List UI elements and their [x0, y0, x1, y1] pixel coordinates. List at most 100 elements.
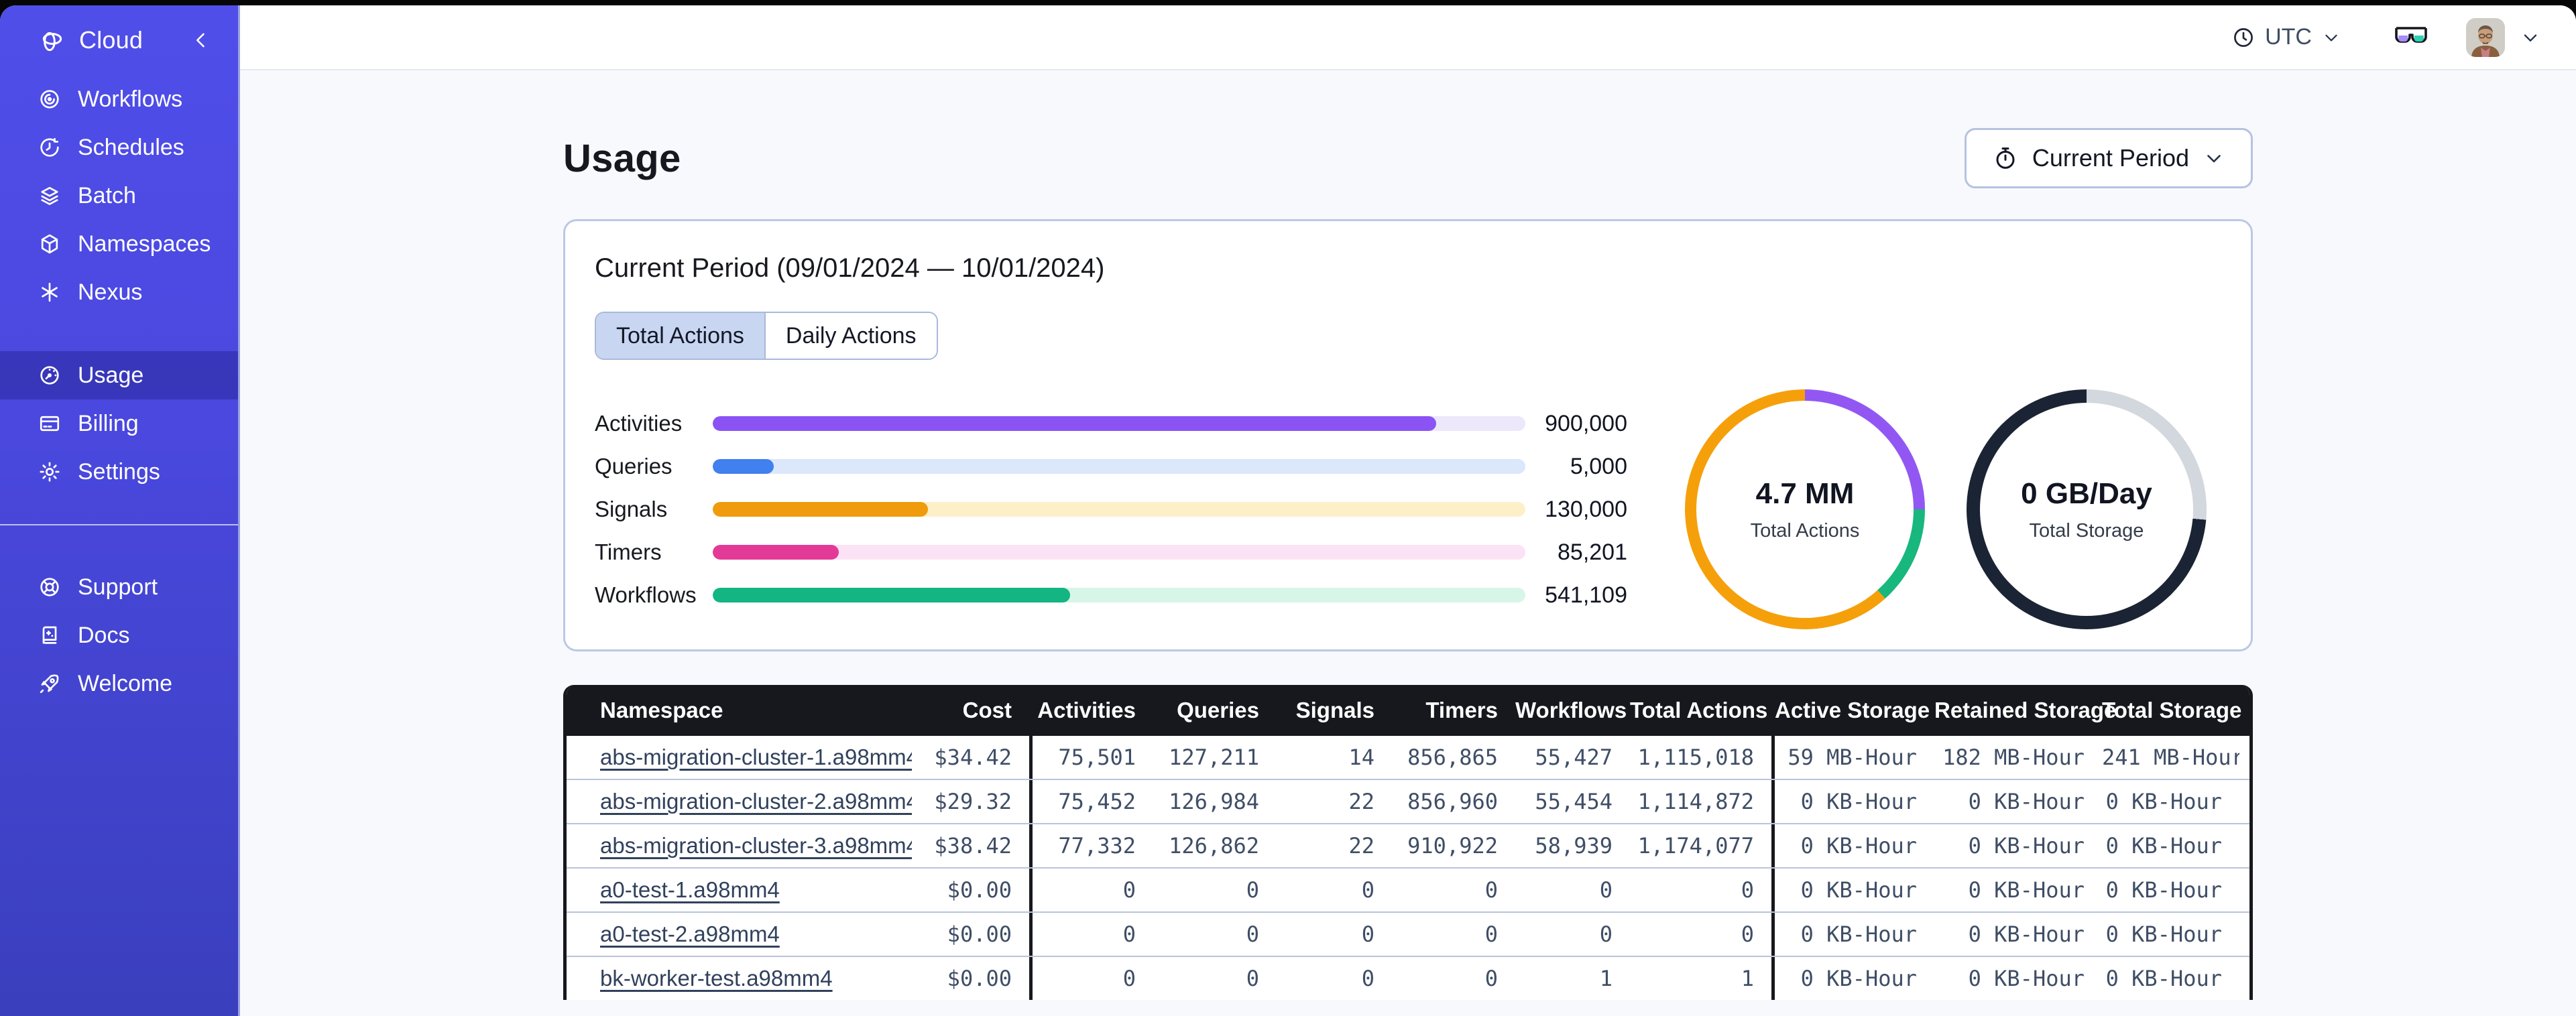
reader-glasses-icon[interactable] — [2394, 24, 2428, 51]
value-cell: 0 KB-Hour — [1968, 966, 2085, 991]
value-cell: 0 — [1484, 966, 1498, 991]
table-row: a0-test-1.a98mm4 $0.00 0 0 0 0 0 0 0 KB-Hour 0 KB… — [567, 867, 2249, 911]
bar-row: Activities 900,000 — [595, 411, 1627, 436]
sidebar-item-welcome[interactable]: Welcome — [0, 659, 238, 708]
value-cell: 0 — [1630, 869, 1775, 911]
namespace-usage-table: Namespace Cost Activities Queries Signals Tim… — [563, 685, 2253, 1000]
column-header: Namespace — [600, 698, 723, 722]
value-cell: $38.42 — [912, 824, 1033, 867]
value-cell: 856,960 — [1407, 789, 1498, 814]
namespace-link[interactable]: abs-migration-cluster-2.a98mm4 — [600, 789, 912, 814]
welcome-rocket-icon — [38, 672, 62, 696]
bar-value-label: 85,201 — [1558, 539, 1627, 565]
value-cell: 0 — [1484, 877, 1498, 903]
sidebar-item-label: Billing — [78, 410, 139, 436]
sidebar-divider — [0, 524, 238, 525]
value-cell: 0 KB-Hour — [2105, 833, 2222, 859]
sidebar-item-support[interactable]: Support — [0, 563, 238, 611]
donut-center-caption: Total Storage — [2029, 519, 2144, 542]
bar-row: Signals 130,000 — [595, 497, 1627, 522]
sidebar-item-docs[interactable]: Docs — [0, 611, 238, 659]
value-cell: 0 — [1361, 966, 1374, 991]
value-cell: 0 KB-Hour — [1968, 922, 2085, 947]
avatar[interactable] — [2466, 17, 2505, 57]
nexus-icon — [38, 280, 62, 304]
namespace-cell: a0-test-2.a98mm4 — [567, 913, 912, 956]
namespace-link[interactable]: bk-worker-test.a98mm4 — [600, 966, 833, 991]
value-cell: 182 MB-Hour — [1942, 745, 2085, 770]
sidebar-item-label: Welcome — [78, 670, 173, 696]
sidebar-item-namespaces[interactable]: Namespaces — [0, 220, 238, 268]
tab-daily-actions[interactable]: Daily Actions — [764, 313, 937, 359]
timezone-selector[interactable]: UTC — [2231, 24, 2341, 50]
value-cell: 0 — [1122, 922, 1136, 947]
sidebar-item-workflows[interactable]: Workflows — [0, 75, 238, 123]
batch-icon — [38, 184, 62, 208]
table-row: bk-worker-test.a98mm4 $0.00 0 0 0 0 1 1 0 KB-Hou… — [567, 956, 2249, 1000]
chevron-down-icon — [2321, 27, 2341, 48]
billing-card-icon — [38, 411, 62, 436]
namespace-link[interactable]: a0-test-1.a98mm4 — [600, 877, 780, 902]
column-header: Queries — [1177, 698, 1259, 722]
bar-track — [713, 545, 1525, 560]
value-cell: 126,984 — [1169, 789, 1259, 814]
period-selector-label: Current Period — [2032, 144, 2189, 172]
value-cell: 0 — [1122, 877, 1136, 903]
docs-book-icon — [38, 623, 62, 647]
table-header-row: Namespace Cost Activities Queries Signals Tim… — [567, 685, 2249, 736]
bar-row: Workflows 541,109 — [595, 582, 1627, 608]
column-header: Workflows — [1515, 698, 1627, 722]
brand-row: Cloud — [0, 5, 238, 75]
value-cell: 0 KB-Hour — [1968, 789, 2085, 814]
value-cell: 77,332 — [1058, 833, 1136, 859]
brand-label: Cloud — [79, 26, 143, 54]
namespaces-icon — [38, 232, 62, 256]
value-cell: 0 KB-Hour — [1968, 877, 2085, 903]
table-row: abs-migration-cluster-2.a98mm4 $29.32 75,4… — [567, 779, 2249, 823]
column-header: Active Storage — [1775, 698, 1930, 722]
bar-track — [713, 502, 1525, 517]
bar-fill — [713, 416, 1436, 431]
namespace-cell: bk-worker-test.a98mm4 — [567, 957, 912, 1000]
value-cell: 0 KB-Hour — [1800, 877, 1917, 903]
bar-fill — [713, 459, 774, 474]
value-cell: 0 — [1599, 877, 1613, 903]
value-cell: 0 — [1246, 922, 1259, 947]
donut-center-value: 4.7 MM — [1755, 477, 1855, 510]
tab-total-actions[interactable]: Total Actions — [596, 313, 764, 359]
bar-category-label: Workflows — [595, 582, 697, 607]
value-cell: $0.00 — [912, 869, 1033, 911]
bar-value-label: 541,109 — [1545, 582, 1627, 608]
period-selector-button[interactable]: Current Period — [1964, 128, 2253, 188]
sidebar-item-nexus[interactable]: Nexus — [0, 268, 238, 316]
sidebar-item-settings[interactable]: Settings — [0, 448, 238, 496]
sidebar-item-label: Nexus — [78, 279, 143, 305]
value-cell: 0 — [1599, 922, 1613, 947]
sidebar-item-label: Settings — [78, 458, 160, 485]
app-window: Cloud Workflows Schedules — [0, 5, 2576, 1016]
clock-icon — [2231, 25, 2256, 50]
sidebar-item-schedules[interactable]: Schedules — [0, 123, 238, 172]
bar-fill — [713, 588, 1071, 602]
sidebar-item-label: Namespaces — [78, 231, 211, 257]
account-menu-chevron-icon[interactable] — [2520, 27, 2541, 48]
value-cell: 22 — [1348, 789, 1374, 814]
bar-track — [713, 416, 1525, 431]
namespace-link[interactable]: abs-migration-cluster-3.a98mm4 — [600, 833, 912, 858]
sidebar-item-billing[interactable]: Billing — [0, 399, 238, 448]
namespace-link[interactable]: abs-migration-cluster-1.a98mm4 — [600, 745, 912, 769]
value-cell: 75,501 — [1058, 745, 1136, 770]
value-cell: 1,114,872 — [1630, 780, 1775, 823]
namespace-link[interactable]: a0-test-2.a98mm4 — [600, 922, 780, 946]
chevron-down-icon — [2203, 147, 2225, 170]
sidebar-item-usage[interactable]: Usage — [0, 351, 238, 399]
bar-value-label: 900,000 — [1545, 410, 1627, 436]
value-cell: 0 KB-Hour — [1800, 789, 1917, 814]
value-cell: 910,922 — [1407, 833, 1498, 859]
stopwatch-icon — [1992, 145, 2019, 172]
value-cell: 14 — [1348, 745, 1374, 770]
sidebar-collapse-button[interactable] — [190, 28, 214, 52]
sidebar-item-label: Usage — [78, 362, 144, 388]
sidebar: Cloud Workflows Schedules — [0, 5, 240, 1016]
sidebar-item-batch[interactable]: Batch — [0, 172, 238, 220]
